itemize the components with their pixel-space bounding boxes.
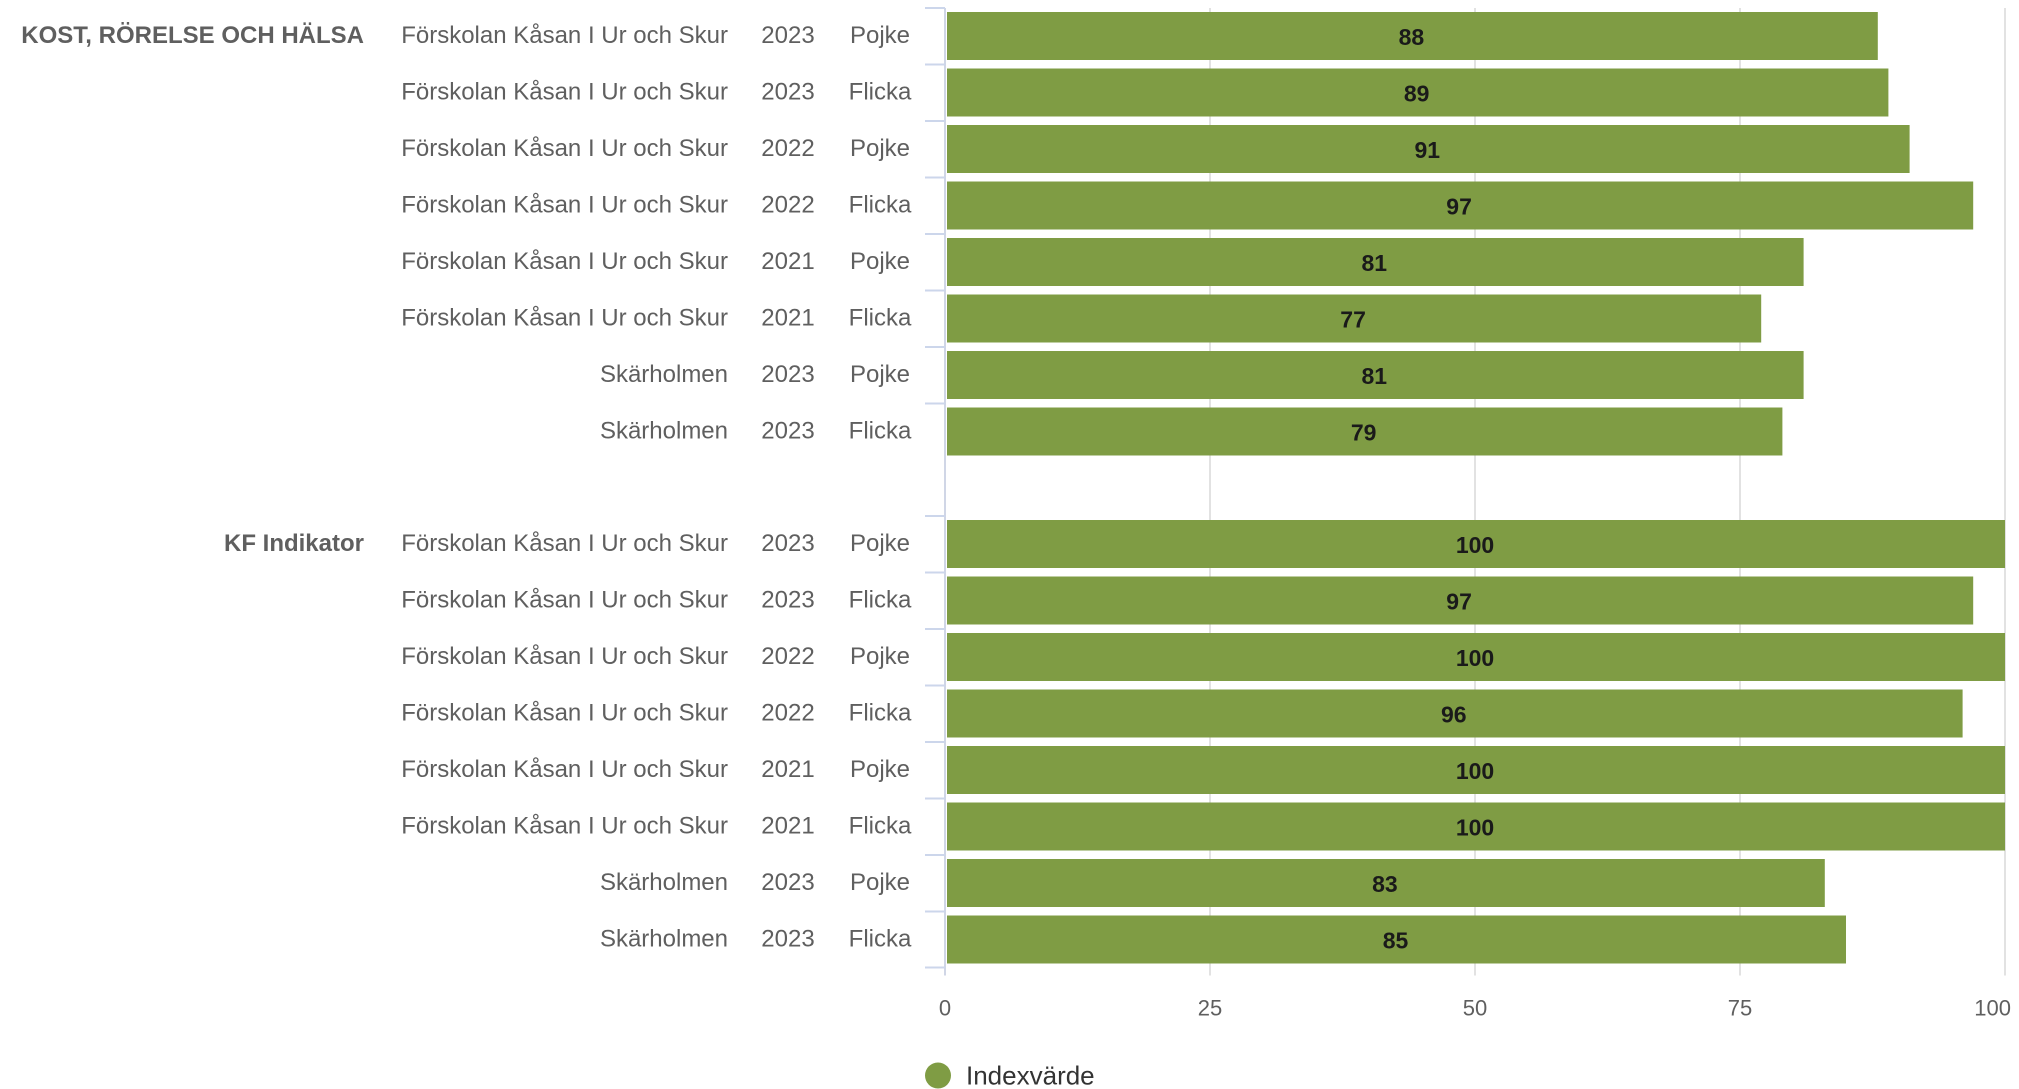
category-label-unit: Förskolan Kåsan I Ur och Skur (401, 79, 728, 106)
category-label-year: 2021 (761, 756, 814, 783)
data-label: 97 (1446, 589, 1472, 615)
category-label-year: 2022 (761, 643, 814, 670)
category-label-gender: Flicka (849, 79, 912, 106)
category-label-year: 2023 (761, 361, 814, 388)
category-label-unit: Förskolan Kåsan I Ur och Skur (401, 305, 728, 332)
bar[interactable] (947, 351, 1804, 399)
x-axis: 0 25 50 75 100 (939, 996, 2011, 1021)
category-label-gender: Flicka (849, 587, 912, 614)
category-label-gender: Pojke (850, 530, 910, 557)
category-label-year: 2023 (761, 587, 814, 614)
category-label-year: 2021 (761, 813, 814, 840)
bar[interactable] (947, 294, 1762, 343)
bar[interactable] (947, 576, 1974, 625)
data-label: 79 (1351, 420, 1377, 446)
bar[interactable] (947, 125, 1910, 173)
category-label-year: 2021 (761, 248, 814, 275)
data-label: 100 (1456, 645, 1494, 671)
data-label: 100 (1456, 758, 1494, 784)
data-label: 83 (1372, 871, 1398, 897)
data-label: 96 (1441, 702, 1467, 728)
category-label-gender: Flicka (849, 305, 912, 332)
x-tick-label: 25 (1198, 996, 1222, 1021)
data-label: 85 (1383, 928, 1409, 954)
group-label: KOST, RÖRELSE OCH HÄLSA (21, 22, 364, 49)
x-tick-label: 75 (1728, 996, 1752, 1021)
category-label-year: 2023 (761, 530, 814, 557)
legend[interactable]: Indexvärde (925, 1061, 1095, 1089)
category-label-unit: Förskolan Kåsan I Ur och Skur (401, 530, 728, 557)
category-label-gender: Flicka (849, 418, 912, 445)
category-label-unit: Förskolan Kåsan I Ur och Skur (401, 135, 728, 162)
bar[interactable] (947, 915, 1846, 964)
category-label-unit: Förskolan Kåsan I Ur och Skur (401, 643, 728, 670)
category-label-year: 2023 (761, 22, 814, 49)
category-label-year: 2023 (761, 869, 814, 896)
bars (947, 12, 2005, 964)
category-label-year: 2023 (761, 418, 814, 445)
bar[interactable] (947, 633, 2005, 681)
data-label: 91 (1415, 137, 1441, 163)
category-label-year: 2023 (761, 926, 814, 953)
bar[interactable] (947, 12, 1878, 60)
data-label: 100 (1456, 815, 1494, 841)
category-label-year: 2022 (761, 192, 814, 219)
data-label: 88 (1399, 24, 1425, 50)
bar[interactable] (947, 181, 1974, 230)
bar[interactable] (947, 802, 2005, 851)
category-label-gender: Pojke (850, 869, 910, 896)
group-label: KF Indikator (224, 530, 364, 557)
category-label-year: 2023 (761, 79, 814, 106)
category-label-unit: Skärholmen (600, 418, 728, 445)
x-tick-label: 50 (1463, 996, 1487, 1021)
x-tick-label: 100 (1974, 996, 2011, 1021)
category-label-unit: Förskolan Kåsan I Ur och Skur (401, 22, 728, 49)
category-label-unit: Förskolan Kåsan I Ur och Skur (401, 700, 728, 727)
category-label-gender: Flicka (849, 813, 912, 840)
category-label-year: 2022 (761, 700, 814, 727)
category-label-gender: Pojke (850, 756, 910, 783)
category-label-unit: Skärholmen (600, 869, 728, 896)
data-label: 77 (1340, 307, 1366, 333)
data-label: 81 (1362, 363, 1388, 389)
category-label-gender: Pojke (850, 361, 910, 388)
bar[interactable] (947, 689, 1963, 738)
category-label-year: 2021 (761, 305, 814, 332)
category-labels: 88 Förskolan Kåsan I Ur och Skur 2023 Pojke… (21, 22, 1494, 954)
category-label-gender: Pojke (850, 22, 910, 49)
category-label-unit: Skärholmen (600, 361, 728, 388)
bar[interactable] (947, 238, 1804, 286)
category-label-gender: Pojke (850, 643, 910, 670)
category-label-unit: Förskolan Kåsan I Ur och Skur (401, 756, 728, 783)
category-label-unit: Skärholmen (600, 926, 728, 953)
category-label-unit: Förskolan Kåsan I Ur och Skur (401, 813, 728, 840)
bar[interactable] (947, 68, 1889, 117)
legend-marker[interactable] (925, 1062, 951, 1089)
bar[interactable] (947, 407, 1783, 456)
x-tick-label: 0 (939, 996, 951, 1021)
category-label-unit: Förskolan Kåsan I Ur och Skur (401, 587, 728, 614)
bar[interactable] (947, 520, 2005, 568)
bar[interactable] (947, 859, 1825, 907)
category-label-unit: Förskolan Kåsan I Ur och Skur (401, 192, 728, 219)
data-label: 89 (1404, 81, 1430, 107)
category-label-gender: Pojke (850, 248, 910, 275)
legend-label[interactable]: Indexvärde (966, 1061, 1095, 1089)
category-label-unit: Förskolan Kåsan I Ur och Skur (401, 248, 728, 275)
data-label: 97 (1446, 194, 1472, 220)
category-label-gender: Pojke (850, 135, 910, 162)
category-label-gender: Flicka (849, 926, 912, 953)
category-label-year: 2022 (761, 135, 814, 162)
data-label: 100 (1456, 532, 1494, 558)
bar[interactable] (947, 746, 2005, 794)
category-label-gender: Flicka (849, 700, 912, 727)
category-label-gender: Flicka (849, 192, 912, 219)
data-label: 81 (1362, 250, 1388, 276)
